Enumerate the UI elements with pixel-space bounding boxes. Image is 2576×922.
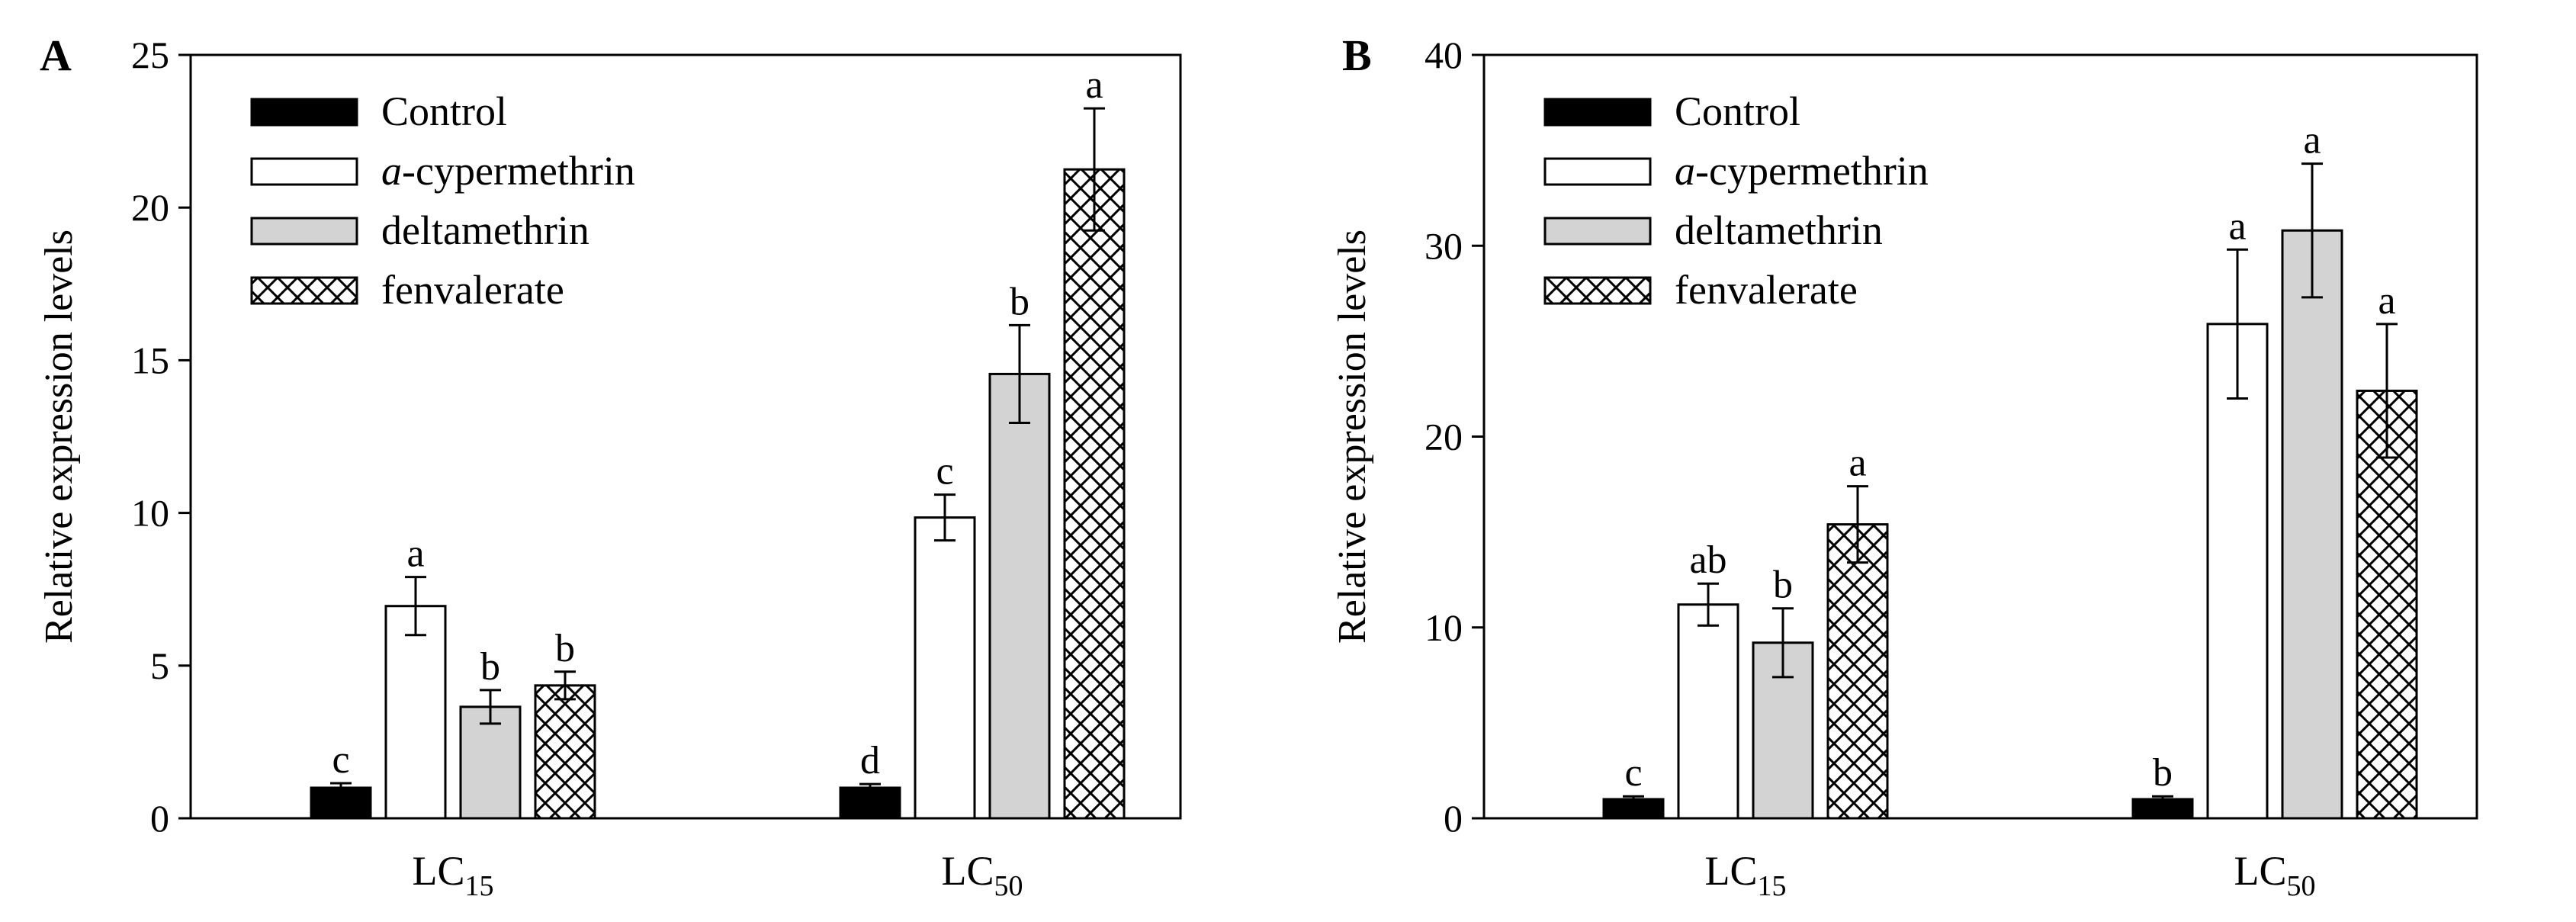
significance-letter: b bbox=[555, 627, 575, 670]
legend-label: fenvalerate bbox=[381, 267, 564, 313]
legend-swatch bbox=[250, 157, 358, 186]
significance-letter: b bbox=[480, 645, 500, 689]
legend-label: deltamethrin bbox=[381, 207, 589, 253]
significance-letter: c bbox=[332, 738, 349, 782]
x-tick-label: LC15 bbox=[412, 848, 493, 902]
significance-letter: b bbox=[1010, 280, 1029, 323]
significance-letter: b bbox=[2153, 751, 2173, 795]
significance-letter: b bbox=[1773, 564, 1793, 607]
y-tick-label: 20 bbox=[1425, 416, 1463, 458]
significance-letter: a bbox=[1085, 63, 1103, 107]
legend-swatch bbox=[1543, 157, 1652, 186]
bar bbox=[534, 684, 596, 820]
bar bbox=[384, 605, 447, 820]
legend-label: fenvalerate bbox=[1675, 267, 1858, 313]
legend-label: a-cypermethrin bbox=[381, 148, 635, 194]
legend-swatch bbox=[250, 276, 358, 305]
bar bbox=[2206, 323, 2269, 820]
legend-swatch bbox=[1543, 217, 1652, 246]
bar bbox=[914, 516, 976, 820]
panel-label: A bbox=[40, 31, 72, 80]
bar bbox=[1677, 603, 1739, 820]
y-axis-label: Relative expression levels bbox=[37, 230, 81, 644]
panel-label: B bbox=[1342, 31, 1372, 80]
significance-letter: a bbox=[406, 532, 424, 576]
bar bbox=[1063, 168, 1126, 820]
y-tick-label: 30 bbox=[1425, 224, 1463, 267]
significance-letter: ab bbox=[1689, 538, 1726, 582]
x-tick-label: LC15 bbox=[1704, 848, 1786, 902]
significance-letter: c bbox=[1624, 751, 1642, 795]
y-tick-label: 25 bbox=[131, 34, 169, 76]
y-tick-label: 0 bbox=[150, 797, 169, 840]
y-tick-label: 10 bbox=[131, 492, 169, 535]
significance-letter: a bbox=[2228, 204, 2246, 248]
legend-label: Control bbox=[1675, 88, 1800, 134]
bar bbox=[1826, 523, 1889, 820]
legend-label: a-cypermethrin bbox=[1675, 148, 1929, 194]
legend-swatch bbox=[1543, 98, 1652, 127]
legend-label: Control bbox=[381, 88, 507, 134]
significance-letter: a bbox=[2303, 119, 2321, 162]
legend-swatch bbox=[1543, 276, 1652, 305]
legend-label: deltamethrin bbox=[1675, 207, 1883, 253]
bar bbox=[2356, 389, 2418, 820]
bar bbox=[2281, 229, 2343, 820]
y-tick-label: 0 bbox=[1444, 797, 1463, 840]
panel-a: 0 5 10 15 20 25 Relative expression levels Ac a b… bbox=[37, 31, 1182, 902]
legend-swatch bbox=[250, 217, 358, 246]
x-tick-label: LC50 bbox=[941, 848, 1023, 902]
y-tick-label: 15 bbox=[131, 339, 169, 381]
y-tick-label: 40 bbox=[1425, 34, 1463, 76]
significance-letter: a bbox=[1848, 442, 1866, 485]
significance-letter: a bbox=[2378, 279, 2395, 323]
y-axis-label: Relative expression levels bbox=[1331, 230, 1374, 644]
plot-frame bbox=[189, 53, 1182, 820]
significance-letter: c bbox=[936, 450, 953, 493]
y-tick-label: 5 bbox=[150, 644, 169, 687]
bar bbox=[839, 786, 901, 820]
x-tick-label: LC50 bbox=[2234, 848, 2315, 902]
y-tick-label: 20 bbox=[131, 186, 169, 229]
y-tick-label: 10 bbox=[1425, 606, 1463, 649]
significance-letter: d bbox=[860, 739, 880, 782]
legend-swatch bbox=[250, 98, 358, 127]
bar bbox=[988, 372, 1051, 820]
